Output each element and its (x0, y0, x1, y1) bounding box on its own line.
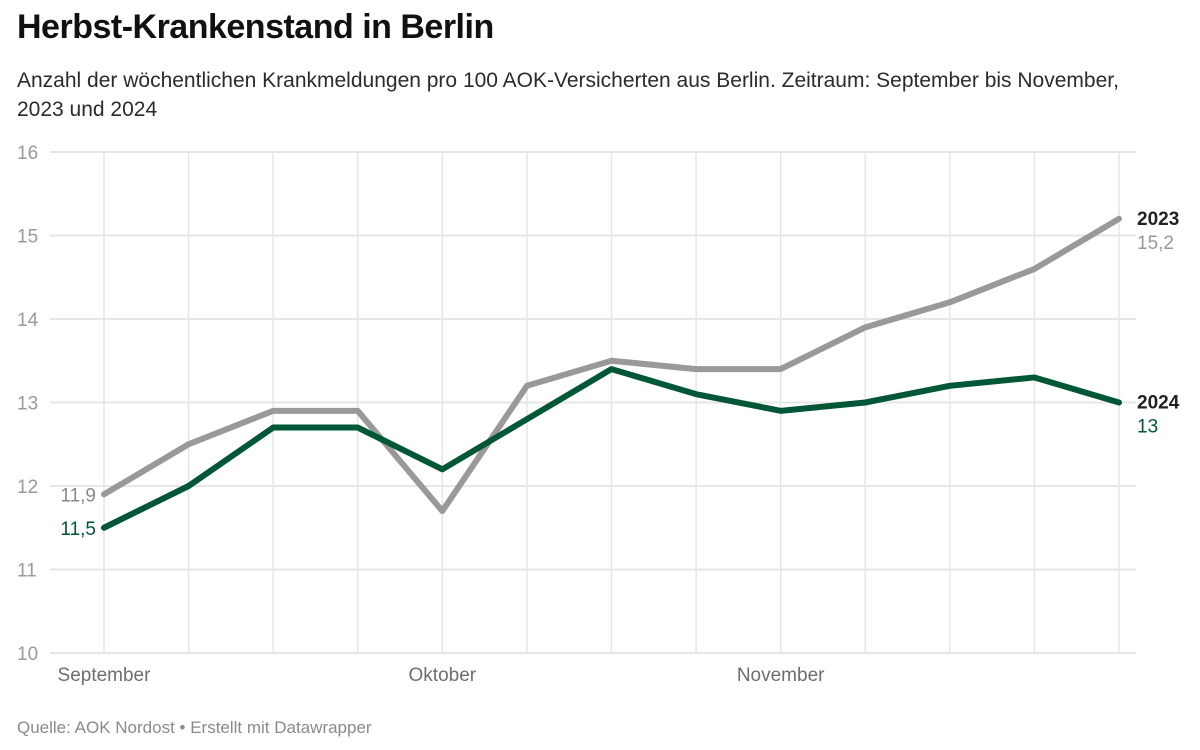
start-value-label: 11,5 (60, 519, 96, 540)
y-tick-label: 13 (17, 394, 38, 415)
x-tick-label: Oktober (409, 665, 477, 686)
y-tick-label: 11 (17, 561, 37, 582)
chart-title: Herbst-Krankenstand in Berlin (17, 8, 494, 46)
y-tick-label: 15 (17, 227, 38, 248)
x-axis-ticks: September Oktober November (58, 665, 826, 686)
y-tick-label: 12 (17, 477, 38, 498)
start-value-label: 11,9 (60, 485, 96, 506)
source-footer: Quelle: AOK Nordost • Erstellt mit Dataw… (17, 718, 372, 737)
series-name-label: 2024 (1137, 393, 1180, 414)
chart-subtitle: Anzahl der wöchentlichen Krankmeldungen … (17, 69, 1119, 121)
horizontal-gridlines (50, 151, 1136, 654)
end-value-label: 15,2 (1137, 233, 1174, 254)
y-axis-ticks: 10 11 12 13 14 15 16 (17, 143, 39, 665)
end-value-label: 13 (1137, 417, 1158, 438)
y-tick-label: 14 (17, 310, 39, 331)
y-tick-label: 10 (17, 644, 38, 665)
series-labels: 2023 15,2 11,9 2024 13 11,5 (60, 209, 1179, 540)
x-tick-label: November (737, 665, 825, 686)
series-lines (101, 215, 1122, 531)
y-tick-label: 16 (17, 143, 38, 164)
x-tick-label: September (58, 665, 152, 686)
series-name-label: 2023 (1137, 209, 1179, 230)
